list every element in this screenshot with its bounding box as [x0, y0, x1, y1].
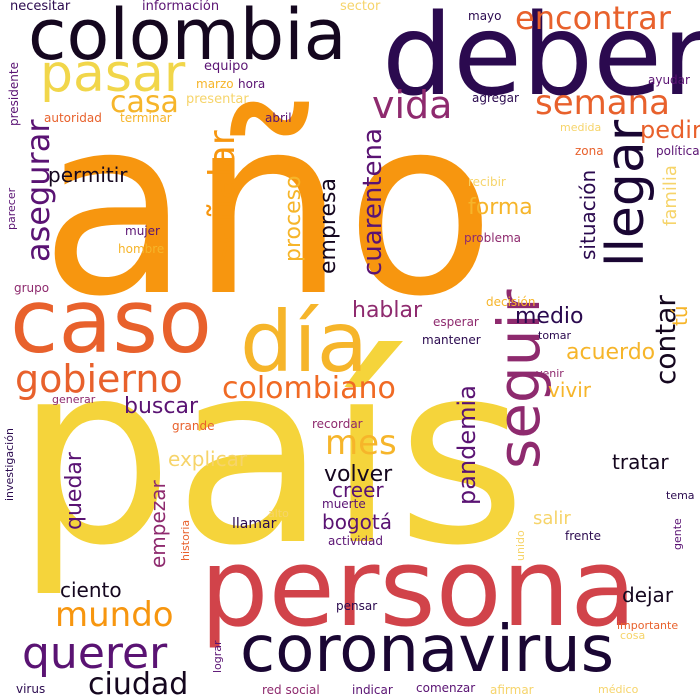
word-casa: casa	[110, 85, 179, 120]
word-llamar: llamar	[232, 516, 277, 532]
word-dia: día	[240, 293, 369, 391]
word-familia: familia	[660, 165, 681, 226]
word-tomar: tomar	[538, 329, 572, 342]
word-deber: deber	[382, 0, 700, 121]
word-tu: tú	[668, 305, 692, 326]
word-pensar: pensar	[336, 599, 378, 613]
word-ano: año	[40, 65, 496, 350]
word-investigacion: investigación	[3, 428, 16, 501]
word-asegurar: asegurar	[19, 119, 57, 262]
word-equipo: equipo	[204, 59, 249, 74]
word-mantener: mantener	[422, 333, 481, 347]
word-red-social: red social	[262, 683, 320, 697]
word-explicar: explicar	[168, 447, 248, 471]
word-quedar: quedar	[62, 452, 87, 530]
word-tratar: tratar	[612, 450, 669, 474]
word-medio: medio	[515, 304, 584, 329]
word-marzo: marzo	[196, 77, 234, 91]
word-colombia: colombia	[28, 0, 347, 76]
word-ciento: ciento	[60, 578, 122, 602]
word-recibir: recibir	[468, 175, 506, 189]
word-creer: creer	[332, 478, 384, 502]
word-colombiano: colombiano	[222, 371, 396, 406]
word-presentar: presentar	[186, 92, 249, 107]
word-ayudar: ayudar	[648, 73, 690, 87]
word-mes: mes	[325, 423, 397, 463]
word-gobierno: gobierno	[15, 357, 183, 401]
word-politica: política	[656, 144, 700, 158]
word-sector: sector	[340, 0, 381, 14]
word-pasar: pasar	[40, 44, 186, 104]
word-forma: forma	[468, 195, 533, 220]
word-alto: alto	[268, 507, 289, 520]
word-recordar: recordar	[312, 417, 363, 431]
word-acuerdo: acuerdo	[566, 340, 656, 365]
word-zona: zona	[575, 144, 604, 158]
word-hablar: hablar	[352, 298, 423, 323]
word-cosa: cosa	[620, 629, 646, 642]
word-bogota: bogotá	[322, 510, 392, 534]
word-caso: caso	[10, 270, 212, 373]
word-necesitar: necesitar	[10, 0, 71, 14]
word-senalar: señalar	[202, 130, 243, 263]
word-actividad: actividad	[328, 534, 384, 548]
word-pandemia: pandemia	[453, 385, 481, 505]
word-tema: tema	[666, 489, 695, 502]
word-frente: frente	[565, 529, 601, 543]
word-esperar: esperar	[433, 315, 479, 329]
word-hora: hora	[238, 77, 266, 91]
word-venir: venir	[536, 367, 564, 380]
word-comenzar: comenzar	[416, 681, 476, 695]
word-muerte: muerte	[322, 497, 366, 511]
word-medida: medida	[560, 121, 602, 134]
word-coronavirus: coronavirus	[240, 613, 615, 687]
word-virus: virus	[16, 682, 46, 696]
word-mayo: mayo	[468, 9, 502, 23]
word-gente: gente	[671, 518, 684, 550]
word-mundo: mundo	[55, 595, 174, 635]
word-pais: país	[15, 309, 527, 600]
word-importante: importante	[617, 619, 679, 632]
word-volver: volver	[324, 462, 393, 487]
word-hombre: hombre	[118, 242, 165, 256]
word-agregar: agregar	[472, 91, 519, 105]
word-mujer: mujer	[125, 224, 160, 238]
word-salir: salir	[533, 508, 571, 529]
word-buscar: buscar	[124, 394, 198, 419]
word-indicar: indicar	[352, 683, 393, 697]
word-generar: generar	[52, 393, 96, 406]
word-dejar: dejar	[622, 583, 674, 607]
word-situacion: situación	[576, 169, 600, 260]
word-terminar: terminar	[120, 111, 172, 125]
word-vida: vida	[372, 83, 453, 127]
word-vivir: vivir	[548, 378, 592, 402]
word-abril: abril	[265, 111, 292, 125]
word-problema: problema	[464, 231, 522, 245]
word-empezar: empezar	[146, 480, 170, 568]
word-proceso: proceso	[281, 175, 306, 262]
word-cuarentena: cuarentena	[358, 128, 388, 276]
word-medico: médico	[598, 683, 639, 696]
word-parecer: parecer	[5, 187, 18, 230]
word-informacion: información	[142, 0, 220, 14]
word-decision: decisión	[486, 295, 536, 309]
word-pedir: pedir	[640, 116, 700, 144]
word-querer: querer	[22, 628, 168, 679]
word-historia: historia	[179, 519, 192, 561]
word-semana: semana	[535, 83, 670, 123]
word-lograr: lograr	[211, 640, 224, 673]
word-autoridad: autoridad	[44, 111, 102, 125]
word-afirmar: afirmar	[490, 683, 534, 697]
word-empresa: empresa	[316, 178, 341, 274]
word-unido: unido	[514, 530, 527, 561]
word-ciudad: ciudad	[88, 667, 189, 700]
word-grupo: grupo	[14, 281, 50, 295]
word-persona: persona	[200, 526, 637, 651]
word-presidente: presidente	[7, 62, 21, 126]
word-permitir: permitir	[48, 163, 128, 187]
word-encontrar: encontrar	[515, 0, 671, 37]
word-grande: grande	[172, 419, 215, 433]
